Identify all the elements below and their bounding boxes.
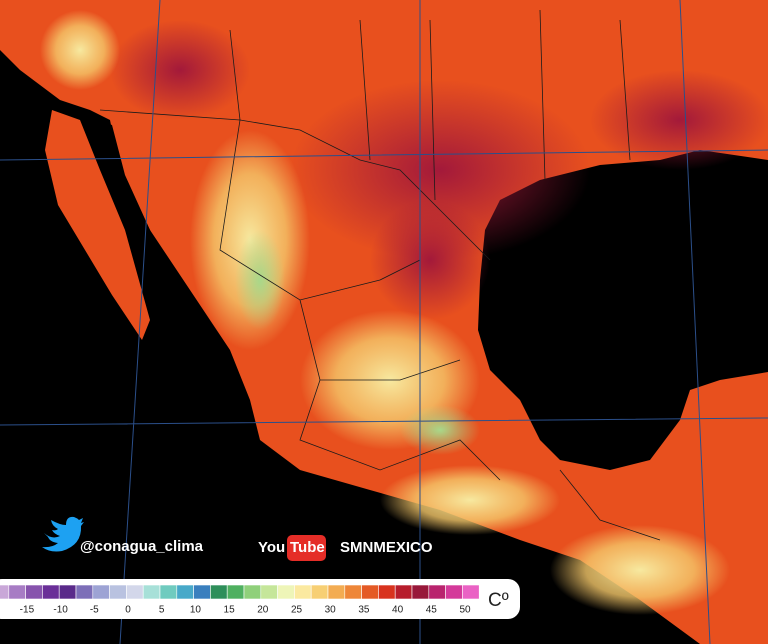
- legend-swatch: [411, 584, 430, 600]
- legend-swatch: [92, 584, 110, 600]
- legend-swatch: [159, 584, 178, 600]
- legend-swatch: [42, 584, 60, 600]
- legend-swatch: [58, 584, 77, 600]
- legend: Cº -15 -10 -5 0 5 10 15 20 25 30 35 40 45 50: [0, 579, 520, 619]
- legend-swatch: [210, 584, 228, 600]
- legend-label: 15: [224, 605, 236, 616]
- legend-label: -15: [20, 605, 35, 616]
- legend-swatch: [260, 584, 278, 600]
- legend-label: 0: [125, 605, 131, 616]
- legend-swatch: [378, 584, 396, 600]
- legend-swatch: [361, 584, 379, 600]
- legend-swatch: [126, 584, 144, 600]
- borders: [99, 9, 661, 541]
- legend-label: 25: [291, 605, 303, 616]
- legend-label: 20: [257, 605, 269, 616]
- legend-swatch: [25, 584, 43, 600]
- legend-swatch: [394, 584, 413, 600]
- legend-label: 5: [159, 605, 165, 616]
- twitter-handle: @conagua_clima: [80, 538, 204, 555]
- legend-swatch: [327, 584, 346, 600]
- legend-label: 35: [358, 605, 370, 616]
- legend-swatch: [193, 584, 211, 600]
- youtube-logo-you: You: [258, 539, 285, 556]
- youtube-channel: SMNMEXICO: [340, 539, 433, 556]
- legend-swatch: [0, 584, 10, 600]
- legend-swatch: [344, 584, 362, 600]
- legend-swatch: [277, 584, 295, 600]
- youtube-logo-box: [287, 535, 326, 561]
- legend-swatch: [243, 584, 262, 600]
- legend-swatch: [226, 584, 245, 600]
- legend-swatch: [8, 584, 26, 600]
- legend-label: 50: [459, 605, 471, 616]
- legend-swatch: [428, 584, 446, 600]
- legend-swatch: [294, 584, 312, 600]
- legend-swatch: [75, 584, 94, 600]
- twitter-icon: [42, 516, 84, 552]
- legend-label: 30: [325, 605, 337, 616]
- legend-swatch: [142, 584, 161, 600]
- legend-label: 40: [392, 605, 404, 616]
- legend-label: 45: [426, 605, 438, 616]
- legend-label: -10: [53, 605, 68, 616]
- legend-swatch: [109, 584, 127, 600]
- legend-swatch: [462, 584, 480, 600]
- youtube-logo-tube: Tube: [290, 539, 325, 556]
- legend-unit: Cº: [488, 590, 509, 611]
- legend-swatch: [176, 584, 194, 600]
- legend-label: -5: [90, 605, 99, 616]
- social-bar: @conagua_clima You Tube SMNMEXICO: [42, 516, 433, 561]
- legend-label: 10: [190, 605, 202, 616]
- legend-swatch: [310, 584, 329, 600]
- legend-swatch: [445, 584, 463, 600]
